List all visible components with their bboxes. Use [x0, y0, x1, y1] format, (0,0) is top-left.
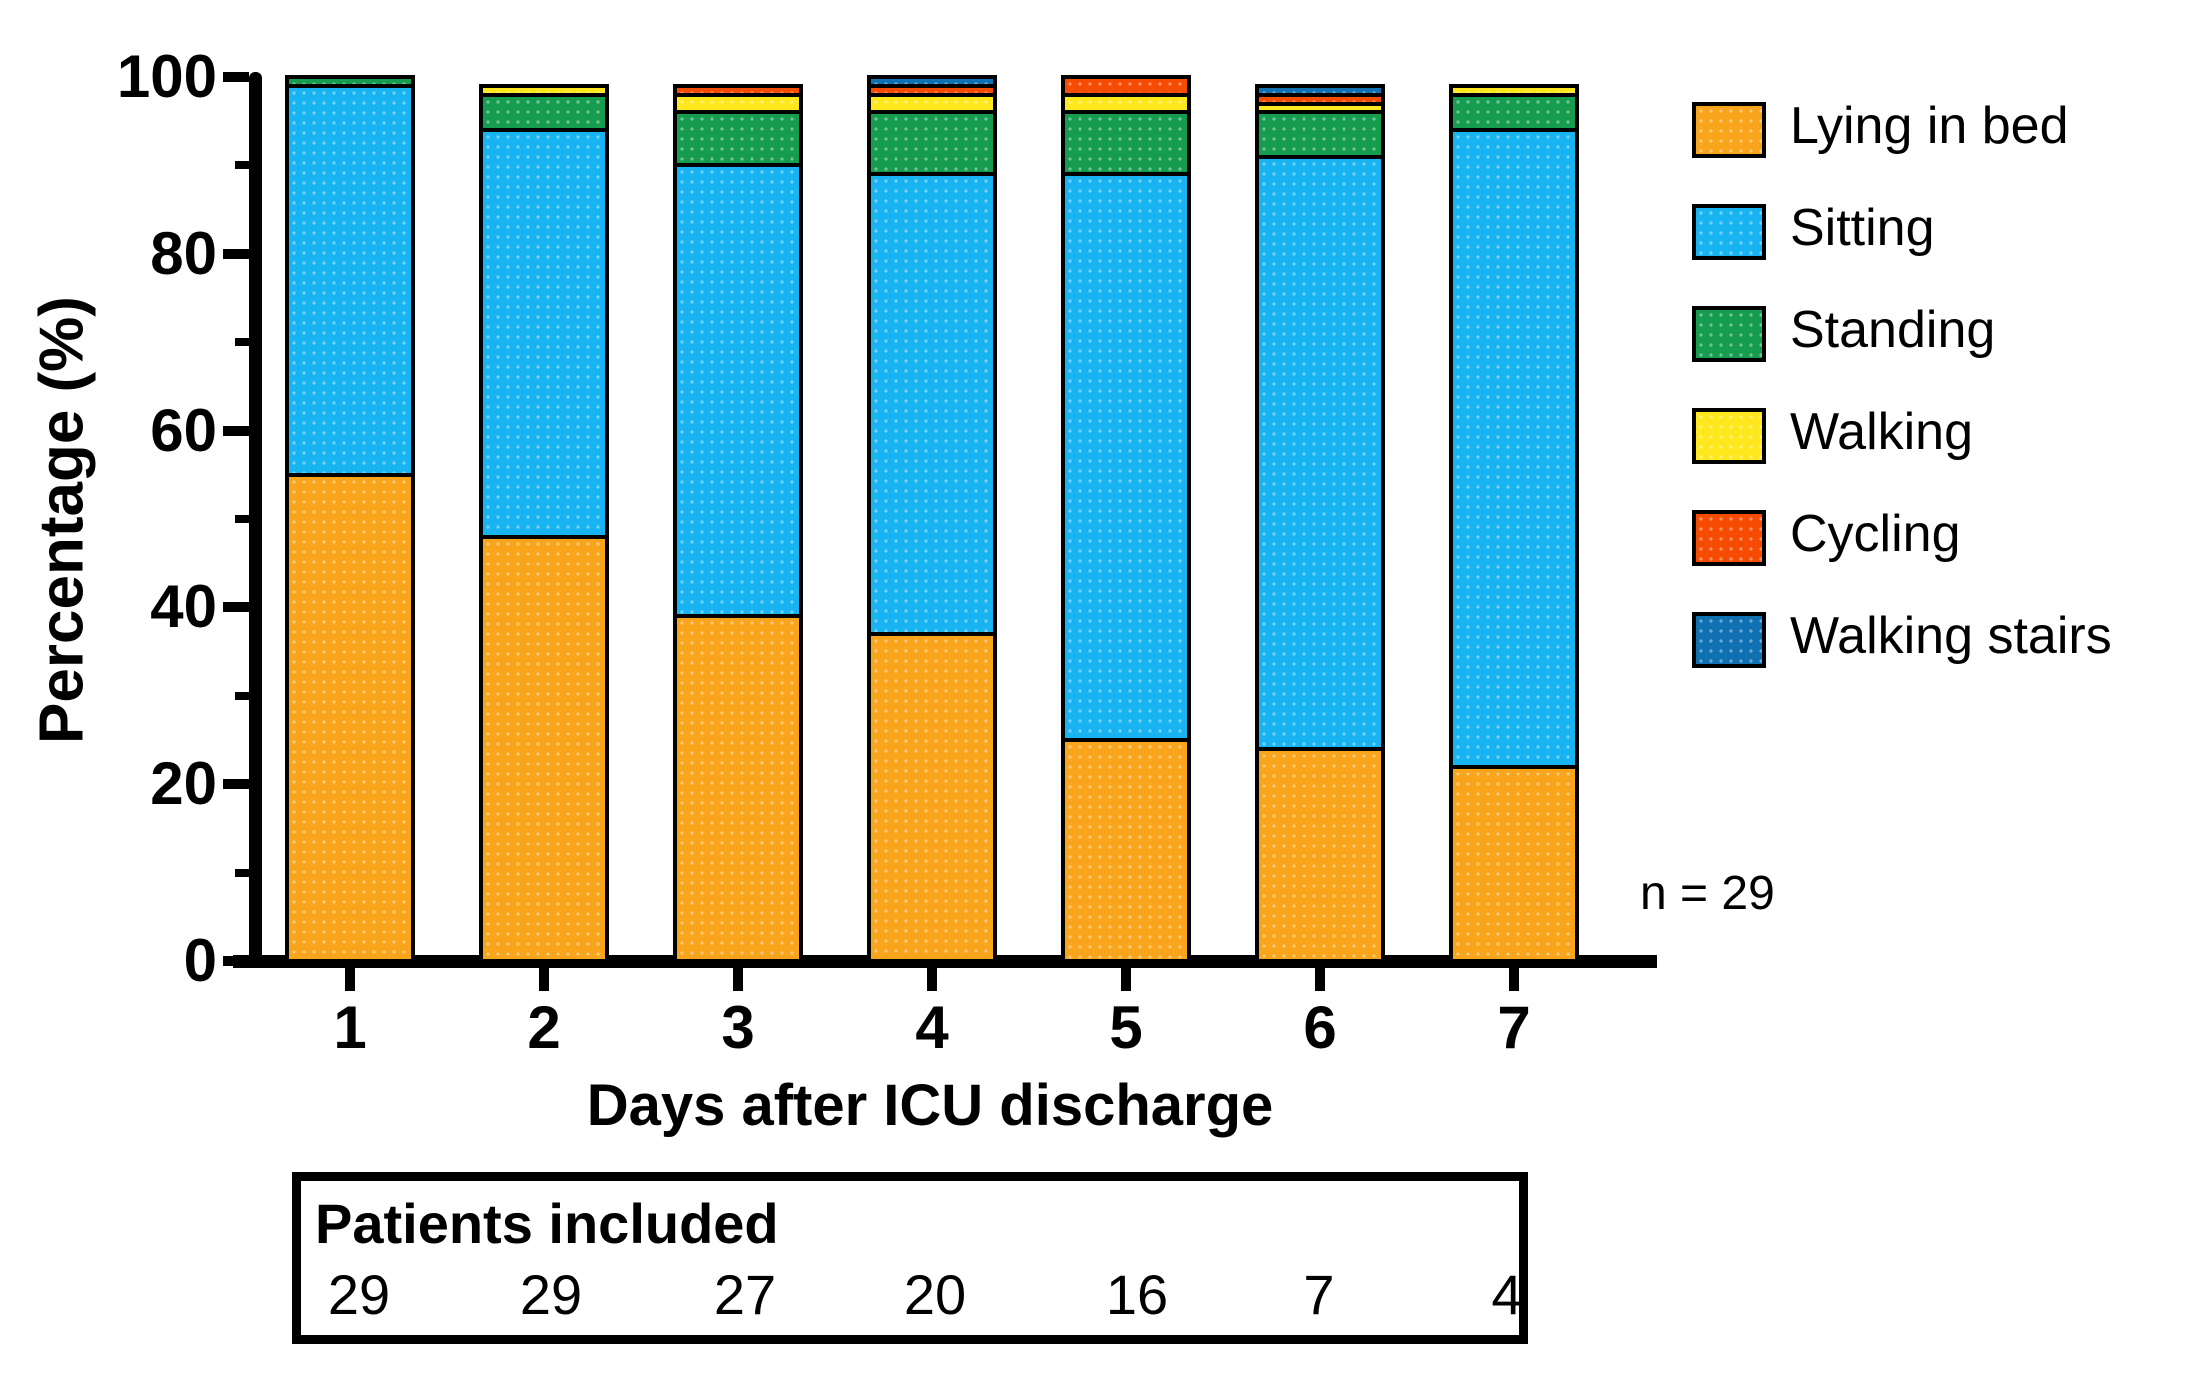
patients-included-header: Patients included	[315, 1192, 779, 1255]
x-tick-label: 7	[1497, 994, 1531, 1061]
y-minor-tick	[235, 515, 249, 523]
x-tick	[927, 967, 937, 991]
stacked-bar-day-7	[1449, 83, 1579, 963]
legend-swatch	[1692, 408, 1766, 464]
y-major-tick	[223, 779, 249, 790]
y-axis-line	[249, 72, 262, 967]
x-tick-label: 6	[1303, 994, 1337, 1061]
x-tick	[1121, 967, 1131, 991]
y-tick-label: 20	[150, 750, 217, 818]
segment-walking-stairs	[867, 75, 997, 88]
legend-swatch	[1692, 612, 1766, 668]
legend-item-standing: Standing	[1692, 301, 2172, 362]
legend-item-sitting: Sitting	[1692, 199, 2172, 260]
segment-lying-in-bed	[1061, 738, 1191, 963]
y-minor-tick	[235, 338, 249, 347]
y-major-tick	[223, 248, 249, 259]
segment-sitting	[285, 83, 415, 477]
x-tick	[1315, 967, 1325, 991]
y-tick-label: 0	[183, 927, 217, 994]
segment-cycling	[1061, 75, 1191, 97]
patients-count-day-2: 29	[519, 1263, 583, 1326]
legend-swatch	[1692, 510, 1766, 566]
legend-label: Sitting	[1790, 199, 1935, 257]
y-tick-label: 60	[150, 396, 217, 464]
x-tick	[1509, 967, 1519, 991]
y-tick-label: 40	[150, 573, 217, 641]
x-tick-label: 5	[1109, 994, 1143, 1061]
y-major-tick	[223, 72, 249, 82]
legend-swatch	[1692, 306, 1766, 362]
segment-sitting	[1255, 154, 1385, 751]
legend-item-lying-in-bed: Lying in bed	[1692, 97, 2172, 158]
y-major-tick	[223, 602, 249, 613]
segment-sitting	[673, 163, 803, 619]
segment-sitting	[1449, 128, 1579, 769]
segment-standing	[285, 75, 415, 88]
legend-swatch	[1692, 102, 1766, 158]
x-tick-label: 4	[915, 994, 949, 1061]
x-tick	[345, 967, 355, 991]
x-axis-title: Days after ICU discharge	[586, 1073, 1274, 1138]
sample-size-label: n = 29	[1640, 867, 1775, 920]
y-minor-tick	[235, 691, 249, 700]
legend-label: Standing	[1790, 301, 1996, 359]
patients-count-day-3: 27	[713, 1263, 777, 1326]
segment-lying-in-bed	[1449, 764, 1579, 963]
x-tick-label: 1	[333, 994, 367, 1061]
legend-item-walking: Walking	[1692, 403, 2172, 464]
x-tick-label: 2	[527, 994, 561, 1061]
segment-lying-in-bed	[285, 472, 415, 963]
patients-count-day-5: 16	[1105, 1263, 1169, 1326]
x-tick	[733, 967, 743, 991]
legend-item-cycling: Cycling	[1692, 505, 2172, 566]
legend-item-walking-stairs: Walking stairs	[1692, 607, 2172, 668]
y-major-tick	[223, 956, 249, 966]
patients-count-day-7: 4	[1491, 1263, 1523, 1326]
legend-label: Walking stairs	[1790, 607, 2112, 665]
y-minor-tick	[235, 161, 249, 170]
segment-standing	[673, 110, 803, 168]
legend-label: Lying in bed	[1790, 97, 2069, 155]
x-tick-label: 3	[721, 994, 755, 1061]
patients-count-day-4: 20	[903, 1263, 967, 1326]
segment-standing	[1255, 110, 1385, 159]
segment-lying-in-bed	[479, 534, 609, 963]
segment-walking-stairs	[1255, 83, 1385, 97]
patients-count-day-1: 29	[327, 1263, 391, 1326]
segment-standing	[867, 110, 997, 177]
segment-lying-in-bed	[1255, 746, 1385, 963]
segment-walking	[1449, 83, 1579, 97]
stacked-bar-day-6	[1255, 83, 1385, 963]
patients-count-day-6: 7	[1303, 1263, 1335, 1326]
segment-lying-in-bed	[867, 631, 997, 963]
segment-sitting	[1061, 172, 1191, 742]
segment-lying-in-bed	[673, 614, 803, 963]
patients-included-box: Patients included 29 29 27 20 16 7 4	[292, 1172, 1528, 1344]
y-tick-label: 100	[116, 43, 217, 110]
legend-swatch	[1692, 204, 1766, 260]
stacked-bar-day-1	[285, 75, 415, 963]
y-major-tick	[223, 425, 249, 436]
stacked-bar-day-2	[479, 83, 609, 963]
segment-sitting	[867, 172, 997, 636]
segment-walking	[479, 83, 609, 97]
legend-label: Walking	[1790, 403, 1974, 461]
x-tick	[539, 967, 549, 991]
stacked-bar-day-3	[673, 83, 803, 963]
segment-standing	[479, 92, 609, 133]
y-minor-tick	[235, 868, 249, 877]
stacked-bar-day-4	[867, 75, 997, 963]
segment-sitting	[479, 128, 609, 539]
y-tick-label: 80	[150, 219, 217, 287]
legend-label: Cycling	[1790, 505, 1961, 563]
segment-standing	[1061, 110, 1191, 177]
segment-cycling	[673, 83, 803, 97]
segment-standing	[1449, 92, 1579, 133]
stacked-bar-day-5	[1061, 75, 1191, 963]
